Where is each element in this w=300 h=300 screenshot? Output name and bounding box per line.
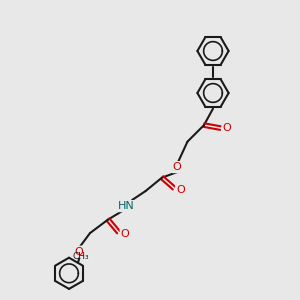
Text: O: O xyxy=(223,123,232,133)
Text: O: O xyxy=(121,229,130,239)
Text: O: O xyxy=(176,184,185,195)
Text: O: O xyxy=(74,247,83,257)
Text: O: O xyxy=(172,162,182,172)
Text: CH₃: CH₃ xyxy=(72,252,89,261)
Text: HN: HN xyxy=(118,201,134,211)
